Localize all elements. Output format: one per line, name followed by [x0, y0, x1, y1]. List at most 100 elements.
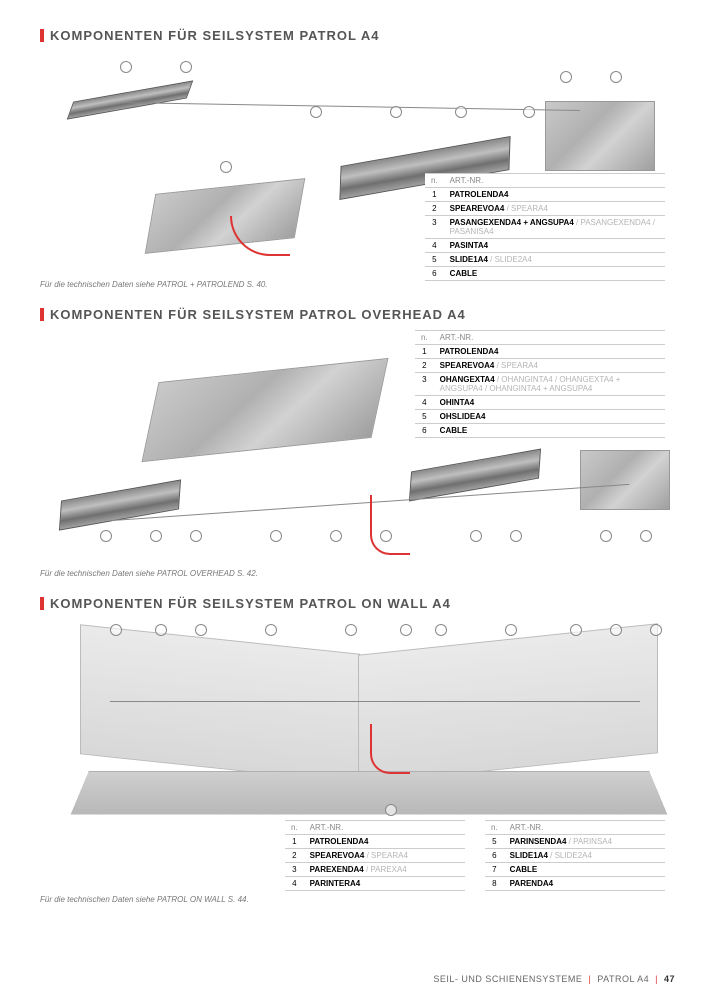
legend-table-1: n.ART.-NR. 1PATROLENDA4 2SPEAREVOA4 / SP…: [425, 173, 665, 281]
callout: [270, 530, 282, 542]
footnote: Für die technischen Daten siehe PATROL +…: [40, 280, 675, 289]
legend-row: 4PASINTA4: [425, 239, 665, 253]
concrete-block: [580, 450, 670, 510]
footnote: Für die technischen Daten siehe PATROL O…: [40, 895, 675, 904]
legend-h-art: ART.-NR.: [434, 331, 665, 345]
callout: [650, 624, 662, 636]
callout: [570, 624, 582, 636]
legend-row: 4OHINTA4: [415, 396, 665, 410]
legend-row: 3OHANGEXTA4 / OHANGINTA4 / OHANGEXTA4 + …: [415, 373, 665, 396]
cable-line: [110, 701, 640, 702]
legend-row: 4PARINTERA4: [285, 877, 465, 891]
legend-pair: n.ART.-NR. 1PATROLENDA4 2SPEAREVOA4 / SP…: [285, 820, 665, 891]
footer-page-number: 47: [664, 974, 675, 984]
legend-h-n: n.: [415, 331, 434, 345]
section-patrol-overhead-a4: KOMPONENTEN FÜR SEILSYSTEM PATROL OVERHE…: [40, 307, 675, 578]
legend-row: 1PATROLENDA4: [425, 188, 665, 202]
legend-h-art: ART.-NR.: [304, 821, 465, 835]
legend-table-3a: n.ART.-NR. 1PATROLENDA4 2SPEAREVOA4 / SP…: [285, 820, 465, 891]
i-beam-left: [59, 479, 181, 530]
divider-icon: |: [655, 974, 658, 984]
legend-row: 6CABLE: [415, 424, 665, 438]
legend-row: 5OHSLIDEA4: [415, 410, 665, 424]
legend-row: 1PATROLENDA4: [285, 835, 465, 849]
footer-product: PATROL A4: [597, 974, 649, 984]
section-title-text: KOMPONENTEN FÜR SEILSYSTEM PATROL ON WAL…: [50, 596, 451, 611]
callout: [385, 804, 397, 816]
legend-row: 1PATROLENDA4: [415, 345, 665, 359]
divider-icon: |: [588, 974, 591, 984]
legend-table-3b: n.ART.-NR. 5PARINSENDA4 / PARINSA4 6SLID…: [485, 820, 665, 891]
diagram-patrol-on-wall: n.ART.-NR. 1PATROLENDA4 2SPEAREVOA4 / SP…: [40, 619, 675, 879]
legend-row: 6SLIDE1A4 / SLIDE2A4: [485, 849, 665, 863]
section-title: KOMPONENTEN FÜR SEILSYSTEM PATROL A4: [40, 28, 675, 43]
red-cable-drop: [370, 495, 410, 555]
callout-6: [390, 106, 402, 118]
legend-row: 3PASANGEXENDA4 + ANGSUPA4 / PASANGEXENDA…: [425, 216, 665, 239]
callout: [150, 530, 162, 542]
callout: [505, 624, 517, 636]
accent-bar: [40, 597, 44, 610]
callout: [435, 624, 447, 636]
footer-category: SEIL- UND SCHIENENSYSTEME: [433, 974, 582, 984]
accent-bar: [40, 308, 44, 321]
legend-h-art: ART.-NR.: [444, 174, 665, 188]
legend-row: 8PARENDA4: [485, 877, 665, 891]
callout: [470, 530, 482, 542]
diagram-patrol-a4: n.ART.-NR. 1PATROLENDA4 2SPEAREVOA4 / SP…: [40, 51, 675, 276]
section-title-text: KOMPONENTEN FÜR SEILSYSTEM PATROL A4: [50, 28, 379, 43]
legend-h-n: n.: [485, 821, 504, 835]
legend-row: 2SPEAREVOA4 / SPEARA4: [415, 359, 665, 373]
callout-3: [310, 106, 322, 118]
legend-row: 6CABLE: [425, 267, 665, 281]
legend-row: 5PARINSENDA4 / PARINSA4: [485, 835, 665, 849]
callout: [110, 624, 122, 636]
legend-table-2: n.ART.-NR. 1PATROLENDA4 2SPEAREVOA4 / SP…: [415, 330, 665, 438]
diagram-patrol-overhead: n.ART.-NR. 1PATROLENDA4 2SPEAREVOA4 / SP…: [40, 330, 675, 565]
footnote: Für die technischen Daten siehe PATROL O…: [40, 569, 675, 578]
callout-1b: [610, 71, 622, 83]
cable-line: [120, 102, 580, 111]
callout-4: [455, 106, 467, 118]
callout-5: [220, 161, 232, 173]
section-patrol-on-wall-a4: KOMPONENTEN FÜR SEILSYSTEM PATROL ON WAL…: [40, 596, 675, 904]
legend-row: 2SPEAREVOA4 / SPEARA4: [425, 202, 665, 216]
callout: [330, 530, 342, 542]
callout: [600, 530, 612, 542]
callout: [345, 624, 357, 636]
callout: [265, 624, 277, 636]
legend-h-n: n.: [285, 821, 304, 835]
section-patrol-a4: KOMPONENTEN FÜR SEILSYSTEM PATROL A4 n.A…: [40, 28, 675, 289]
wall-left: [80, 624, 360, 783]
callout: [610, 624, 622, 636]
legend-h-art: ART.-NR.: [504, 821, 665, 835]
legend-h-n: n.: [425, 174, 444, 188]
ceiling-slab: [141, 358, 388, 462]
legend-row: 3PAREXENDA4 / PAREXA4: [285, 863, 465, 877]
callout: [400, 624, 412, 636]
legend-row: 7CABLE: [485, 863, 665, 877]
section-title: KOMPONENTEN FÜR SEILSYSTEM PATROL OVERHE…: [40, 307, 675, 322]
section-title-text: KOMPONENTEN FÜR SEILSYSTEM PATROL OVERHE…: [50, 307, 466, 322]
callout: [380, 530, 392, 542]
beam-left: [67, 80, 194, 119]
callout-3b: [523, 106, 535, 118]
section-title: KOMPONENTEN FÜR SEILSYSTEM PATROL ON WAL…: [40, 596, 675, 611]
red-cable-drop: [370, 724, 410, 774]
callout: [195, 624, 207, 636]
callout: [640, 530, 652, 542]
i-beam-right: [409, 449, 541, 502]
callout-1: [120, 61, 132, 73]
page-footer: SEIL- UND SCHIENENSYSTEME | PATROL A4 | …: [433, 974, 675, 984]
callout-2b: [560, 71, 572, 83]
callout: [100, 530, 112, 542]
legend-row: 5SLIDE1A4 / SLIDE2A4: [425, 253, 665, 267]
callout-2: [180, 61, 192, 73]
floor: [71, 771, 668, 814]
accent-bar: [40, 29, 44, 42]
callout: [510, 530, 522, 542]
concrete-block-right: [545, 101, 655, 171]
legend-row: 2SPEAREVOA4 / SPEARA4: [285, 849, 465, 863]
callout: [190, 530, 202, 542]
red-cable-loop: [230, 216, 290, 256]
